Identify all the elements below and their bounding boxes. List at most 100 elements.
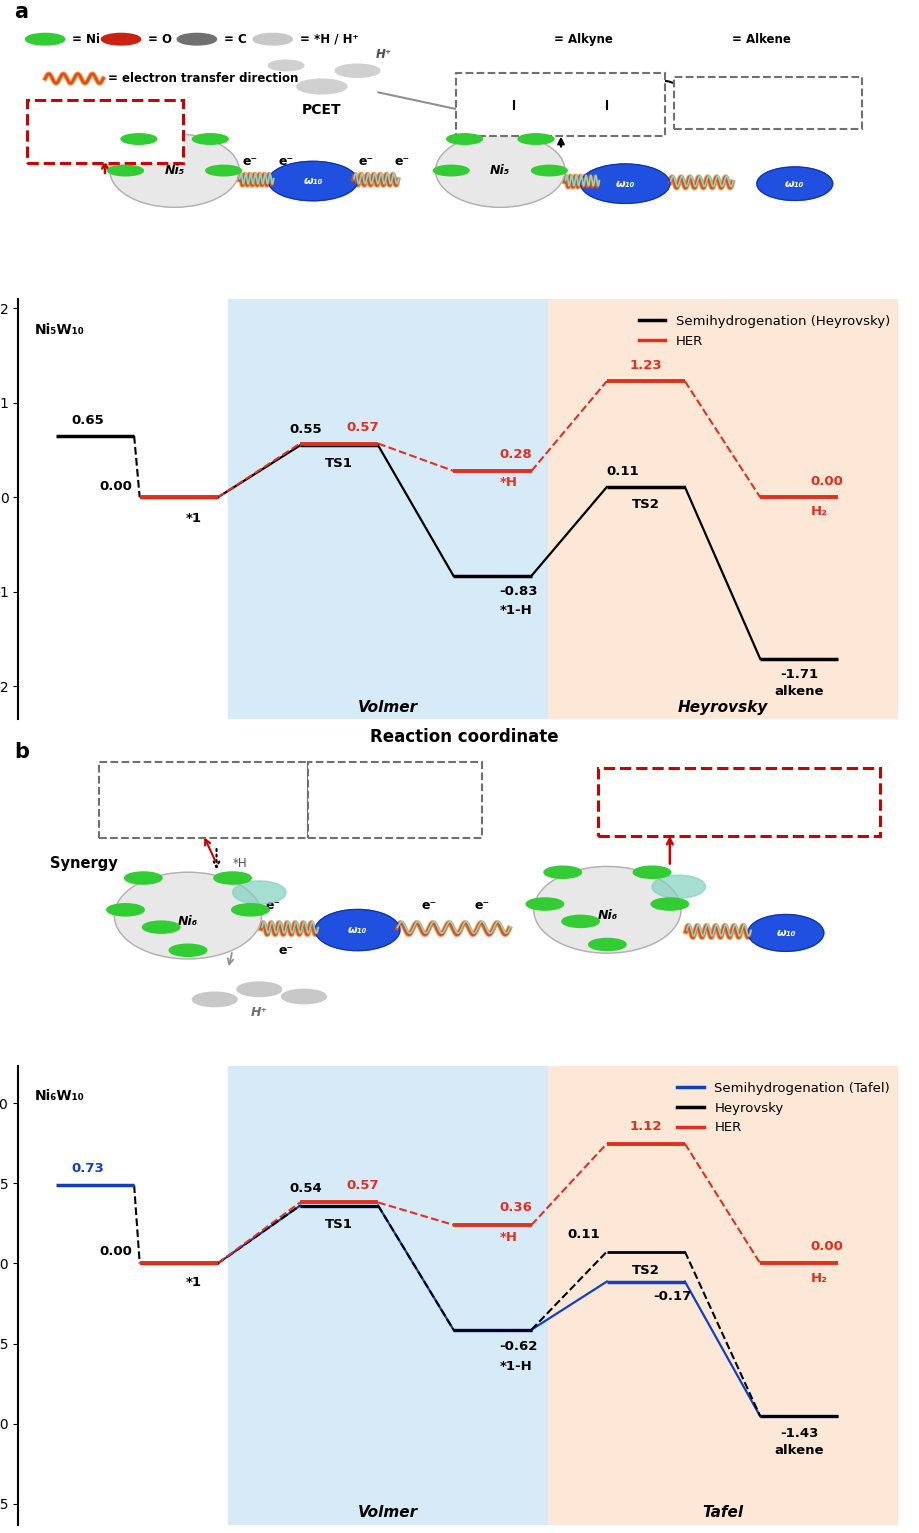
Legend: Semihydrogenation (Heyrovsky), HER: Semihydrogenation (Heyrovsky), HER [633,310,894,353]
Text: H₂: H₂ [810,504,826,518]
Text: = electron transfer direction: = electron transfer direction [108,72,298,86]
Text: R₁   R₂: R₁ R₂ [373,794,416,806]
Circle shape [281,989,326,1004]
Circle shape [562,915,598,927]
Circle shape [335,64,380,77]
Text: = Alkene: = Alkene [732,32,790,46]
Text: 0.11: 0.11 [567,1228,599,1240]
Circle shape [632,866,670,878]
Text: Ni₆W₁₀: Ni₆W₁₀ [35,1090,85,1104]
Text: 0.55: 0.55 [289,423,322,435]
Circle shape [232,904,269,915]
Ellipse shape [114,872,261,960]
Text: Ni₅: Ni₅ [490,164,510,176]
Circle shape [206,166,241,176]
Circle shape [142,921,180,934]
Text: Synergy: Synergy [50,855,118,871]
Text: *1: *1 [186,1275,201,1289]
Text: 0.28: 0.28 [499,449,531,461]
Text: 0.00: 0.00 [810,1240,843,1252]
Bar [227,299,548,719]
Circle shape [447,133,482,144]
Text: -0.62: -0.62 [499,1340,538,1354]
FancyBboxPatch shape [98,762,308,837]
Ellipse shape [268,161,357,201]
Circle shape [169,944,207,957]
Text: Ni₅W₁₀: Ni₅W₁₀ [35,323,85,337]
Text: 0.00: 0.00 [810,475,843,487]
FancyBboxPatch shape [455,74,664,136]
Text: 0.57: 0.57 [346,1179,379,1191]
Text: TS1: TS1 [324,1219,353,1231]
Text: R₁   R₂: R₁ R₂ [745,97,789,109]
Circle shape [297,80,346,94]
Circle shape [26,34,64,44]
Text: -1.43: -1.43 [779,1427,818,1439]
Ellipse shape [580,164,669,204]
Text: e⁻: e⁻ [278,944,293,957]
Text: 0.73: 0.73 [72,1162,105,1174]
Circle shape [192,133,228,144]
Circle shape [107,904,144,915]
Circle shape [108,166,143,176]
Text: 0.00: 0.00 [100,480,132,492]
Text: Ni₅: Ni₅ [165,164,185,176]
Text: 1.23: 1.23 [629,359,662,371]
Text: -1.71: -1.71 [779,668,817,681]
Circle shape [268,60,303,71]
Ellipse shape [652,875,705,898]
Circle shape [543,866,581,878]
Text: b: b [14,742,28,762]
X-axis label: Reaction coordinate: Reaction coordinate [369,728,559,745]
Text: 0.54: 0.54 [289,1182,322,1194]
Ellipse shape [747,915,823,952]
Text: e⁻: e⁻ [394,155,409,167]
Text: e⁻: e⁻ [421,898,436,912]
Text: R₁≡R₂: R₁≡R₂ [538,98,583,112]
Text: e⁻: e⁻ [474,898,490,912]
Text: = *H / H⁺: = *H / H⁺ [300,32,357,46]
Circle shape [192,992,237,1007]
Circle shape [253,34,292,44]
Circle shape [124,872,162,885]
Circle shape [651,898,687,911]
Text: 0.65: 0.65 [72,414,105,426]
Text: H⁺: H⁺ [376,49,391,61]
Text: *1-H: *1-H [499,604,531,618]
Circle shape [237,983,281,996]
FancyBboxPatch shape [28,100,183,162]
Text: Tafel: Tafel [701,1505,743,1521]
Text: Volmer: Volmer [357,699,417,714]
Text: 0.57: 0.57 [346,422,379,434]
Ellipse shape [233,881,286,904]
Text: 1.12: 1.12 [629,1121,662,1133]
Circle shape [101,34,141,44]
Ellipse shape [533,866,680,954]
Ellipse shape [435,133,564,207]
Circle shape [517,133,553,144]
Text: = C: = C [223,32,246,46]
Text: Single Site: Single Site [67,124,142,138]
Circle shape [588,938,626,950]
Text: H⁺: H⁺ [251,1006,267,1019]
Text: = O: = O [148,32,172,46]
Ellipse shape [315,909,400,950]
Text: alkene: alkene [774,1444,823,1456]
Circle shape [121,133,156,144]
Text: *1: *1 [186,512,201,524]
Text: TS1: TS1 [324,457,353,469]
Text: *1-H: *1-H [499,1360,531,1372]
Text: *H: *H [499,1231,516,1245]
Text: ω₁₀: ω₁₀ [784,179,803,189]
Text: e⁻: e⁻ [243,155,257,167]
Text: Volmer: Volmer [357,1505,417,1521]
Text: Ni₆: Ni₆ [596,909,617,921]
Text: -0.83: -0.83 [499,586,538,598]
Text: ω₁₀: ω₁₀ [303,176,323,185]
Text: Ni₆: Ni₆ [177,915,198,927]
Text: 0.11: 0.11 [606,464,638,478]
Text: *H: *H [499,475,516,489]
FancyBboxPatch shape [308,762,482,837]
Legend: Semihydrogenation (Tafel), Heyrovsky, HER: Semihydrogenation (Tafel), Heyrovsky, HE… [671,1076,894,1139]
Text: R₁≡R₂: R₁≡R₂ [180,793,225,806]
